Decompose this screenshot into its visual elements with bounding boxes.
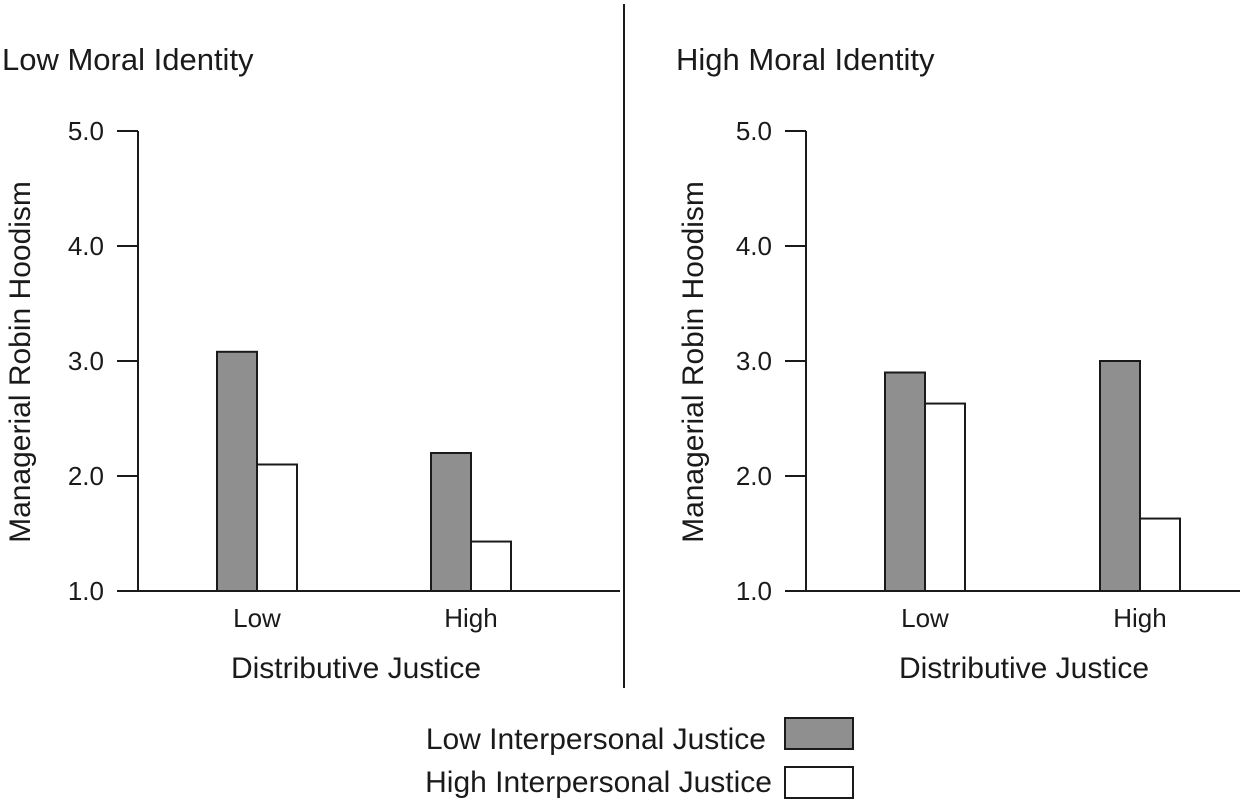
y-tick-label: 1.0	[736, 576, 772, 606]
bar-low-low-interpersonal	[216, 350, 258, 592]
y-tick-label: 5.0	[68, 116, 104, 146]
y-tick-label: 1.0	[68, 576, 104, 606]
bars	[884, 360, 1181, 592]
bar-high-high-interpersonal	[470, 540, 512, 592]
y-tick-label: 3.0	[68, 346, 104, 376]
bar-high-low-interpersonal	[430, 452, 472, 592]
bar-low-low-interpersonal	[884, 371, 926, 592]
x-category-label: Low	[901, 603, 949, 633]
chart-panel-low-moral-identity: Low Moral Identity Managerial Robin Hood…	[2, 42, 620, 685]
y-tick-label: 4.0	[736, 231, 772, 261]
x-axis-categories: Low High	[901, 603, 1167, 633]
legend-item-low-interpersonal-justice: Low Interpersonal Justice	[426, 717, 854, 756]
y-tick-label: 2.0	[68, 461, 104, 491]
x-axis-categories: Low High	[233, 603, 498, 633]
bar-high-high-interpersonal	[1139, 517, 1181, 592]
panel-title: High Moral Identity	[676, 42, 935, 77]
y-axis-ticks: 1.0 2.0 3.0 4.0 5.0	[68, 116, 138, 606]
legend: Low Interpersonal Justice High Interpers…	[425, 717, 854, 799]
legend-label: High Interpersonal Justice	[425, 766, 772, 799]
y-tick-label: 4.0	[68, 231, 104, 261]
bar-low-high-interpersonal	[924, 402, 966, 592]
bar-high-low-interpersonal	[1099, 360, 1141, 592]
legend-swatch	[784, 717, 854, 750]
chart-panel-high-moral-identity: High Moral Identity Managerial Robin Hoo…	[676, 42, 1240, 685]
y-tick-label: 3.0	[736, 346, 772, 376]
y-tick-label: 2.0	[736, 461, 772, 491]
legend-item-high-interpersonal-justice: High Interpersonal Justice	[425, 766, 854, 799]
x-axis-title: Distributive Justice	[231, 652, 481, 685]
panel-title: Low Moral Identity	[2, 42, 254, 77]
x-axis-title: Distributive Justice	[899, 652, 1149, 685]
legend-label: Low Interpersonal Justice	[426, 723, 766, 756]
x-category-label: High	[444, 603, 497, 633]
y-axis-ticks: 1.0 2.0 3.0 4.0 5.0	[736, 116, 806, 606]
y-axis-title: Managerial Robin Hoodism	[4, 181, 37, 543]
y-axis-title: Managerial Robin Hoodism	[677, 181, 710, 543]
x-category-label: High	[1113, 603, 1166, 633]
bars	[216, 350, 512, 592]
bar-low-high-interpersonal	[256, 463, 298, 592]
legend-swatch	[784, 766, 854, 799]
y-tick-label: 5.0	[736, 116, 772, 146]
x-category-label: Low	[233, 603, 281, 633]
